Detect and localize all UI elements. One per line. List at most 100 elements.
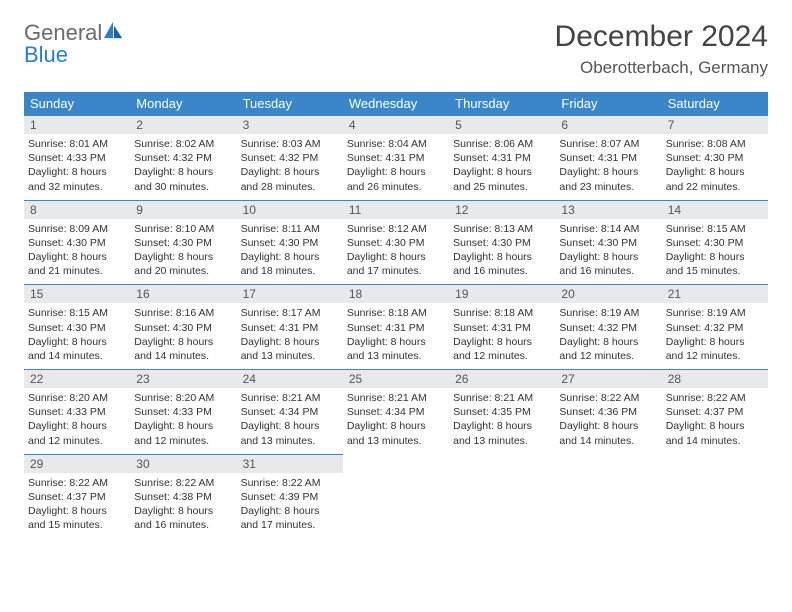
- day-number: 21: [662, 285, 768, 303]
- day-daylight1: Daylight: 8 hours: [241, 165, 339, 179]
- weekday-header: Tuesday: [237, 92, 343, 116]
- day-daylight2: and 12 minutes.: [559, 349, 657, 363]
- weekday-header: Sunday: [24, 92, 130, 116]
- day-sunrise: Sunrise: 8:07 AM: [559, 137, 657, 151]
- day-daylight2: and 12 minutes.: [453, 349, 551, 363]
- day-daylight1: Daylight: 8 hours: [666, 250, 764, 264]
- day-sunrise: Sunrise: 8:08 AM: [666, 137, 764, 151]
- day-sunrise: Sunrise: 8:16 AM: [134, 306, 232, 320]
- day-daylight2: and 16 minutes.: [559, 264, 657, 278]
- day-daylight2: and 13 minutes.: [453, 434, 551, 448]
- weekday-header-row: Sunday Monday Tuesday Wednesday Thursday…: [24, 92, 768, 116]
- title-block: December 2024 Oberotterbach, Germany: [555, 20, 768, 78]
- day-daylight1: Daylight: 8 hours: [134, 504, 232, 518]
- day-daylight1: Daylight: 8 hours: [241, 504, 339, 518]
- calendar-table: Sunday Monday Tuesday Wednesday Thursday…: [24, 92, 768, 538]
- day-daylight2: and 17 minutes.: [347, 264, 445, 278]
- day-number: 12: [449, 201, 555, 219]
- day-number: 18: [343, 285, 449, 303]
- day-sunrise: Sunrise: 8:11 AM: [241, 222, 339, 236]
- day-sunset: Sunset: 4:38 PM: [134, 490, 232, 504]
- day-daylight2: and 14 minutes.: [559, 434, 657, 448]
- calendar-cell: 8 Sunrise: 8:09 AMSunset: 4:30 PMDaylight…: [24, 200, 130, 285]
- day-sunrise: Sunrise: 8:14 AM: [559, 222, 657, 236]
- day-daylight1: Daylight: 8 hours: [241, 250, 339, 264]
- day-daylight1: Daylight: 8 hours: [241, 335, 339, 349]
- calendar-cell: 26Sunrise: 8:21 AMSunset: 4:35 PMDayligh…: [449, 370, 555, 455]
- calendar-cell: 18 Sunrise: 8:18 AMSunset: 4:31 PMDayligh…: [343, 285, 449, 370]
- day-daylight1: Daylight: 8 hours: [559, 335, 657, 349]
- weekday-header: Wednesday: [343, 92, 449, 116]
- day-daylight1: Daylight: 8 hours: [347, 335, 445, 349]
- day-daylight1: Daylight: 8 hours: [28, 335, 126, 349]
- day-number: 7: [662, 116, 768, 134]
- day-daylight2: and 18 minutes.: [241, 264, 339, 278]
- day-daylight1: Daylight: 8 hours: [134, 250, 232, 264]
- day-daylight1: Daylight: 8 hours: [28, 250, 126, 264]
- day-daylight2: and 25 minutes.: [453, 180, 551, 194]
- day-sunrise: Sunrise: 8:09 AM: [28, 222, 126, 236]
- calendar-row: 15 Sunrise: 8:15 AM Sunset: 4:30 PM Dayligh…: [24, 285, 768, 370]
- day-sunrise: Sunrise: 8:18 AM: [347, 306, 445, 320]
- day-sunset: Sunset: 4:30 PM: [666, 236, 764, 250]
- day-daylight1: Daylight: 8 hours: [453, 165, 551, 179]
- day-sunset: Sunset: 4:37 PM: [666, 405, 764, 419]
- day-daylight1: Daylight: 8 hours: [241, 419, 339, 433]
- calendar-cell: 21Sunrise: 8:19 AMSunset: 4:32 PMDayligh…: [662, 285, 768, 370]
- day-daylight1: Daylight: 8 hours: [559, 250, 657, 264]
- calendar-cell: 31Sunrise: 8:22 AMSunset: 4:39 PMDayligh…: [237, 454, 343, 538]
- day-number: 30: [130, 455, 236, 473]
- day-sunset: Sunset: 4:31 PM: [347, 321, 445, 335]
- day-daylight2: and 23 minutes.: [559, 180, 657, 194]
- day-sunrise: Sunrise: 8:19 AM: [666, 306, 764, 320]
- day-daylight2: and 15 minutes.: [28, 518, 126, 532]
- weekday-header: Saturday: [662, 92, 768, 116]
- day-number: 29: [24, 455, 130, 473]
- day-daylight1: Daylight: 8 hours: [559, 419, 657, 433]
- calendar-cell: 13Sunrise: 8:14 AMSunset: 4:30 PMDayligh…: [555, 200, 661, 285]
- day-sunrise: Sunrise: 8:21 AM: [453, 391, 551, 405]
- day-sunrise: Sunrise: 8:15 AM: [28, 306, 126, 320]
- logo: General Blue: [24, 20, 124, 66]
- day-daylight1: Daylight: 8 hours: [347, 250, 445, 264]
- day-number: 25: [343, 370, 449, 388]
- day-number: 15: [24, 285, 130, 303]
- calendar-cell: 16Sunrise: 8:16 AMSunset: 4:30 PMDayligh…: [130, 285, 236, 370]
- day-daylight2: and 13 minutes.: [347, 349, 445, 363]
- day-daylight1: Daylight: 8 hours: [28, 419, 126, 433]
- day-sunset: Sunset: 4:33 PM: [134, 405, 232, 419]
- day-sunset: Sunset: 4:34 PM: [347, 405, 445, 419]
- day-daylight2: and 17 minutes.: [241, 518, 339, 532]
- day-sunset: Sunset: 4:39 PM: [241, 490, 339, 504]
- calendar-cell: 2Sunrise: 8:02 AMSunset: 4:32 PMDaylight…: [130, 116, 236, 201]
- day-sunrise: Sunrise: 8:13 AM: [453, 222, 551, 236]
- day-number: 20: [555, 285, 661, 303]
- day-sunset: Sunset: 4:30 PM: [28, 236, 126, 250]
- calendar-row: 22Sunrise: 8:20 AMSunset: 4:33 PMDayligh…: [24, 370, 768, 455]
- day-daylight1: Daylight: 8 hours: [28, 504, 126, 518]
- day-daylight1: Daylight: 8 hours: [559, 165, 657, 179]
- day-daylight2: and 22 minutes.: [666, 180, 764, 194]
- day-number: 5: [449, 116, 555, 134]
- day-sunset: Sunset: 4:30 PM: [134, 321, 232, 335]
- calendar-cell: 19Sunrise: 8:18 AMSunset: 4:31 PMDayligh…: [449, 285, 555, 370]
- day-number: 31: [237, 455, 343, 473]
- day-sunrise: Sunrise: 8:17 AM: [241, 306, 339, 320]
- calendar-cell: 27Sunrise: 8:22 AMSunset: 4:36 PMDayligh…: [555, 370, 661, 455]
- day-daylight2: and 14 minutes.: [28, 349, 126, 363]
- day-daylight2: and 12 minutes.: [666, 349, 764, 363]
- day-number: 10: [237, 201, 343, 219]
- day-sunset: Sunset: 4:30 PM: [453, 236, 551, 250]
- day-number: 19: [449, 285, 555, 303]
- day-number: 8: [24, 201, 130, 219]
- header-row: General Blue December 2024 Oberotterbach…: [24, 20, 768, 78]
- day-number: 13: [555, 201, 661, 219]
- day-daylight2: and 32 minutes.: [28, 180, 126, 194]
- calendar-cell: [662, 454, 768, 538]
- calendar-cell: 3Sunrise: 8:03 AMSunset: 4:32 PMDaylight…: [237, 116, 343, 201]
- day-daylight2: and 13 minutes.: [241, 434, 339, 448]
- calendar-cell: 11Sunrise: 8:12 AMSunset: 4:30 PMDayligh…: [343, 200, 449, 285]
- day-daylight1: Daylight: 8 hours: [666, 165, 764, 179]
- day-daylight1: Daylight: 8 hours: [453, 335, 551, 349]
- day-daylight1: Daylight: 8 hours: [134, 419, 232, 433]
